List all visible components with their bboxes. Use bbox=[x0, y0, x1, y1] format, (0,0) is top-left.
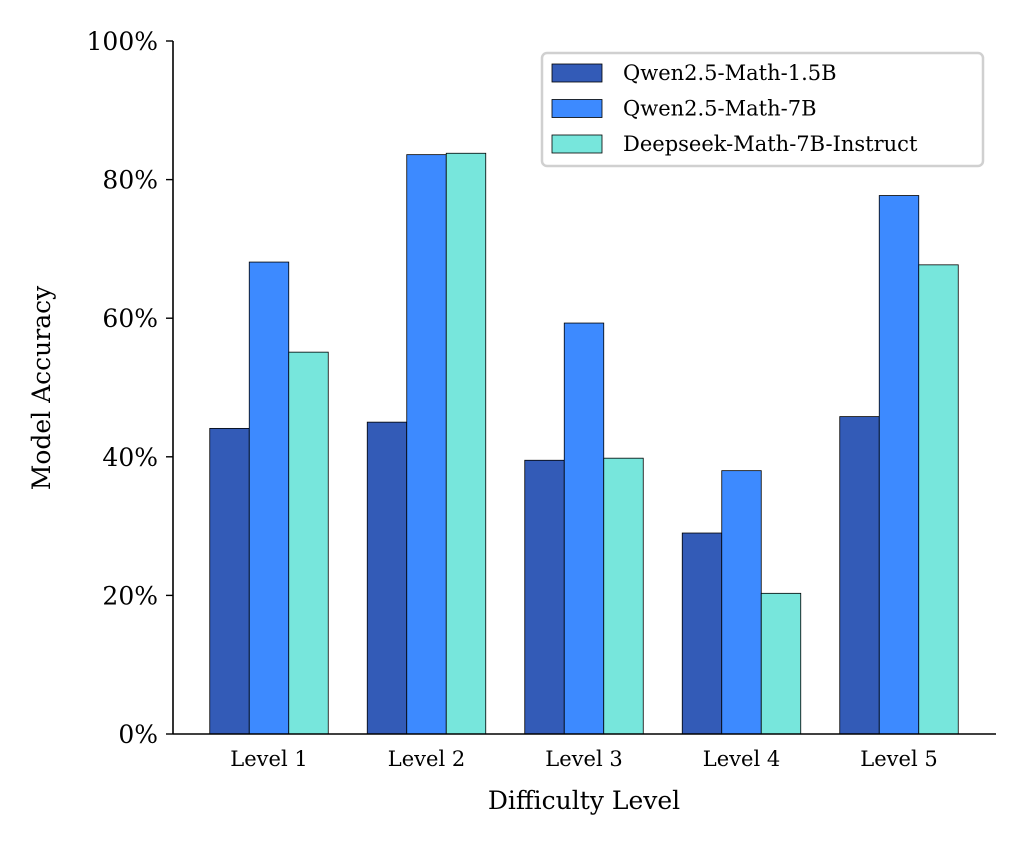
bar-deepseek-math-7b-instruct-level-3 bbox=[603, 457, 644, 735]
legend: Qwen2.5-Math-1.5B Qwen2.5-Math-7B Deepseek… bbox=[540, 51, 985, 168]
legend-swatch bbox=[551, 134, 603, 154]
x-tick-label: Level 5 bbox=[860, 747, 937, 771]
legend-frame bbox=[540, 51, 985, 168]
x-tick-label: Level 4 bbox=[703, 747, 780, 771]
y-tick-label: 80% bbox=[102, 166, 158, 195]
x-axis-title: Difficulty Level bbox=[488, 786, 680, 815]
legend-label: Deepseek-Math-7B-Instruct bbox=[623, 132, 918, 156]
bar-qwen2-5-math-7b-level-1 bbox=[248, 261, 290, 735]
axes bbox=[172, 41, 996, 735]
legend-label: Qwen2.5-Math-1.5B bbox=[623, 61, 837, 85]
x-ticks: Level 1 Level 2 Level 3 Level 4 Level 5 bbox=[230, 747, 937, 771]
legend-swatch bbox=[551, 63, 603, 83]
y-tick-label: 40% bbox=[102, 443, 158, 472]
bar-qwen2-5-math-7b-level-5 bbox=[878, 195, 920, 735]
bar-qwen2-5-math-7b-level-3 bbox=[563, 322, 605, 735]
y-axis-title: Model Accuracy bbox=[27, 285, 56, 490]
y-tick-label: 0% bbox=[118, 720, 158, 749]
y-tick-label: 100% bbox=[87, 27, 158, 56]
bar-deepseek-math-7b-instruct-level-2 bbox=[445, 152, 487, 735]
legend-swatch bbox=[551, 99, 603, 118]
bar-qwen2-5-math-1-5b-level-2 bbox=[366, 421, 408, 735]
legend-label: Qwen2.5-Math-7B bbox=[623, 97, 817, 121]
bar-qwen2-5-math-1-5b-level-4 bbox=[681, 532, 723, 735]
x-tick-label: Level 3 bbox=[545, 747, 622, 771]
bar-deepseek-math-7b-instruct-level-1 bbox=[288, 351, 329, 735]
y-ticks: 0% 20% 40% 60% 80% 100% bbox=[87, 27, 173, 749]
bar-qwen2-5-math-7b-level-2 bbox=[406, 154, 447, 735]
bar-qwen2-5-math-7b-level-4 bbox=[721, 470, 762, 735]
bar-qwen2-5-math-1-5b-level-3 bbox=[524, 459, 565, 735]
y-tick-label: 20% bbox=[102, 581, 158, 610]
y-tick-label: 60% bbox=[102, 304, 158, 333]
bars-group bbox=[209, 152, 959, 735]
bar-qwen2-5-math-1-5b-level-5 bbox=[839, 416, 880, 735]
x-tick-label: Level 1 bbox=[230, 747, 307, 771]
x-tick-label: Level 2 bbox=[388, 747, 465, 771]
bar-qwen2-5-math-1-5b-level-1 bbox=[209, 427, 250, 735]
bar-deepseek-math-7b-instruct-level-4 bbox=[760, 592, 802, 735]
bar-deepseek-math-7b-instruct-level-5 bbox=[918, 264, 959, 735]
